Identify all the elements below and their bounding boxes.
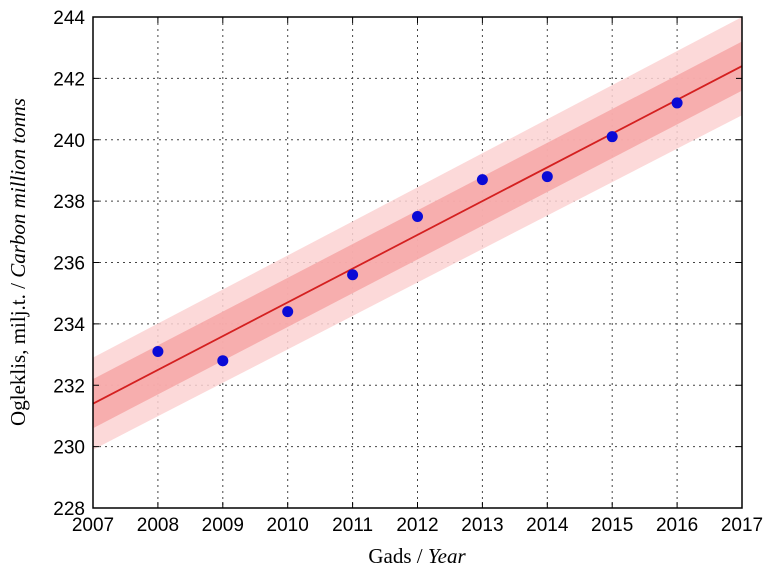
fit-line-group [93, 65, 742, 405]
x-tick-label: 2016 [656, 515, 698, 536]
y-axis-title: Ogleklis, milj.t. / Carbon million tonns [6, 98, 30, 426]
x-tick-label: 2007 [72, 515, 114, 536]
y-tick-label: 230 [53, 438, 85, 459]
data-point [606, 131, 618, 143]
x-tick-label: 2017 [721, 515, 763, 536]
x-axis-title-main: Gads / [368, 544, 428, 568]
data-point [412, 210, 423, 222]
y-axis-title-italic: Carbon million tonns [6, 98, 30, 278]
x-tick-label: 2008 [137, 515, 179, 536]
y-axis-title-main: Ogleklis, milj.t. / [6, 278, 30, 426]
data-point [347, 269, 359, 281]
data-point [671, 97, 683, 109]
x-tick-label: 2011 [332, 515, 373, 536]
y-tick-label: 238 [53, 192, 85, 213]
y-tick-label: 236 [53, 254, 85, 275]
data-points [152, 97, 683, 367]
y-tick-label: 242 [53, 69, 85, 90]
x-tick-label: 2010 [267, 515, 309, 536]
y-tick-label: 244 [53, 8, 85, 29]
x-tick-label: 2009 [202, 515, 244, 536]
x-axis-title: Gads / Year [368, 544, 466, 568]
y-tick-label: 240 [53, 131, 85, 152]
data-point [541, 171, 553, 183]
x-axis-title-italic: Year [428, 544, 467, 568]
y-tick-label: 234 [53, 315, 85, 336]
x-tick-label: 2015 [591, 515, 633, 536]
x-tick-label: 2012 [396, 515, 438, 536]
y-tick-label: 228 [53, 499, 85, 520]
data-point [152, 345, 164, 357]
data-point [282, 306, 294, 318]
y-tick-label: 232 [53, 376, 85, 397]
data-point [217, 355, 229, 367]
axis-ticks: 2007 2008 2009 2010 2011 2012 2013 2014 2015 2016… [53, 8, 763, 536]
x-tick-label: 2014 [526, 515, 569, 536]
data-point [476, 174, 488, 186]
x-tick-label: 2013 [461, 515, 503, 536]
fit-line [93, 65, 742, 405]
